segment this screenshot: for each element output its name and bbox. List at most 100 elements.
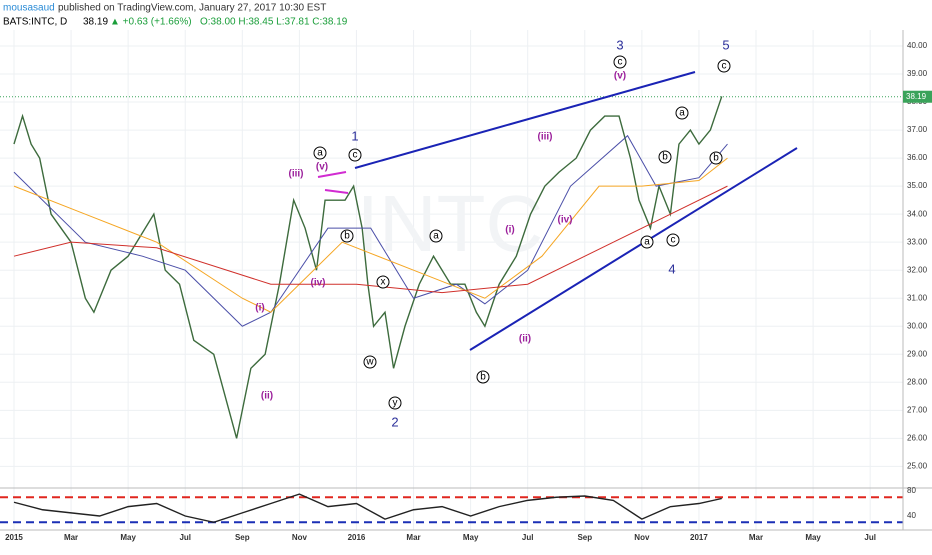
wave-label: 1	[351, 128, 358, 143]
series-line	[13, 157, 728, 313]
wave-label: x	[381, 277, 386, 288]
y-tick-label: 27.00	[907, 405, 928, 414]
y-tick-label: 33.00	[907, 237, 928, 246]
y-tick-label: 35.00	[907, 181, 928, 190]
label-ring	[340, 229, 354, 243]
x-tick-label: 2016	[348, 533, 366, 542]
wave-label: (v)	[614, 71, 626, 82]
trendline	[469, 147, 798, 351]
label-ring	[313, 146, 327, 160]
label-ring	[640, 235, 654, 249]
wave-label: c	[722, 61, 727, 72]
wave-label: a	[679, 108, 685, 119]
last-price-label: 38.19	[906, 92, 927, 101]
ohlc: O:38.00 H:38.45 L:37.81 C:38.19	[200, 17, 348, 28]
x-tick-label: Mar	[406, 533, 420, 542]
series-line	[13, 134, 728, 327]
wave-label: c	[353, 150, 358, 161]
price: 38.19	[83, 17, 108, 28]
x-tick-label: 2015	[5, 533, 23, 542]
wave-label: 5	[722, 37, 729, 52]
wave-labels: 1 2 3 4 5 a c b x w y a b c a b b a c c …	[255, 37, 731, 429]
plot	[0, 96, 903, 524]
y-tick-label: 29.00	[907, 349, 928, 358]
x-tick-label: May	[805, 533, 821, 542]
label-ring	[658, 150, 672, 164]
y-tick-label: 30.00	[907, 321, 928, 330]
y-tick-label: 28.00	[907, 377, 928, 386]
wave-label: (iv)	[311, 278, 326, 289]
trendline	[324, 189, 349, 194]
trendline	[317, 171, 347, 178]
y-tick-label: 34.00	[907, 209, 928, 218]
last-price-box	[903, 90, 932, 103]
wave-label: (v)	[316, 162, 328, 173]
wave-label: b	[713, 153, 719, 164]
x-tick-label: Nov	[292, 533, 308, 542]
wave-label: b	[344, 231, 350, 242]
y-tick-label: 25.00	[907, 461, 928, 470]
wave-label: w	[365, 357, 374, 368]
x-tick-label: Jul	[864, 533, 876, 542]
symbol: BATS:INTC, D	[3, 17, 67, 28]
x-tick-label: Jul	[522, 533, 534, 542]
watermark: INTC	[357, 179, 544, 268]
wave-label: b	[480, 372, 486, 383]
published: published on TradingView.com, January 27…	[58, 3, 326, 14]
y-tick-label: 36.00	[907, 153, 928, 162]
x-tick-label: Sep	[577, 533, 592, 542]
wave-label: 2	[391, 414, 398, 429]
y-tick-label: 32.00	[907, 265, 928, 274]
wave-label: a	[433, 231, 439, 242]
wave-label: (iii)	[538, 132, 553, 143]
wave-label: (ii)	[519, 334, 531, 345]
x-tick-label: May	[463, 533, 479, 542]
label-ring	[675, 106, 689, 120]
series-line	[13, 493, 722, 523]
label-ring	[709, 151, 723, 165]
author: mousasaud	[3, 3, 55, 14]
wave-label: c	[618, 57, 623, 68]
label-ring	[376, 275, 390, 289]
label-ring	[717, 59, 731, 73]
label-ring	[348, 148, 362, 162]
x-tick-label: Mar	[749, 533, 763, 542]
wave-label: (i)	[255, 303, 264, 314]
x-tick-label: Jul	[179, 533, 191, 542]
label-ring	[388, 396, 402, 410]
wave-label: 3	[616, 37, 623, 52]
x-tick-label: Mar	[64, 533, 78, 542]
label-ring	[476, 370, 490, 384]
wave-label: (i)	[505, 225, 514, 236]
change: ▲ +0.63 (+1.66%)	[110, 17, 192, 28]
x-tick-label: Nov	[634, 533, 650, 542]
trendline	[354, 71, 696, 169]
y-tick-label: 39.00	[907, 69, 928, 78]
y-tick-label: 40.00	[907, 41, 928, 50]
wave-label: (iii)	[289, 169, 304, 180]
wave-label: (iv)	[558, 215, 573, 226]
grid	[0, 30, 903, 530]
x-tick-label: 2017	[690, 533, 708, 542]
rsi-tick-label: 80	[907, 486, 916, 495]
y-tick-label: 37.00	[907, 125, 928, 134]
wave-label: a	[317, 148, 323, 159]
x-tick-label: May	[120, 533, 136, 542]
label-ring	[666, 233, 680, 247]
label-ring	[429, 229, 443, 243]
label-ring	[363, 355, 377, 369]
y-tick-label: 26.00	[907, 433, 928, 442]
x-tick-label: Sep	[235, 533, 250, 542]
series-line	[13, 96, 723, 439]
wave-label: (ii)	[261, 391, 273, 402]
rsi-tick-label: 40	[907, 511, 916, 520]
wave-label: a	[644, 237, 650, 248]
wave-label: y	[393, 398, 398, 409]
trendlines	[317, 71, 798, 351]
label-ring	[613, 55, 627, 69]
series-line	[13, 185, 728, 294]
wave-label: b	[662, 152, 668, 163]
header: mousasaud published on TradingView.com, …	[3, 3, 348, 28]
